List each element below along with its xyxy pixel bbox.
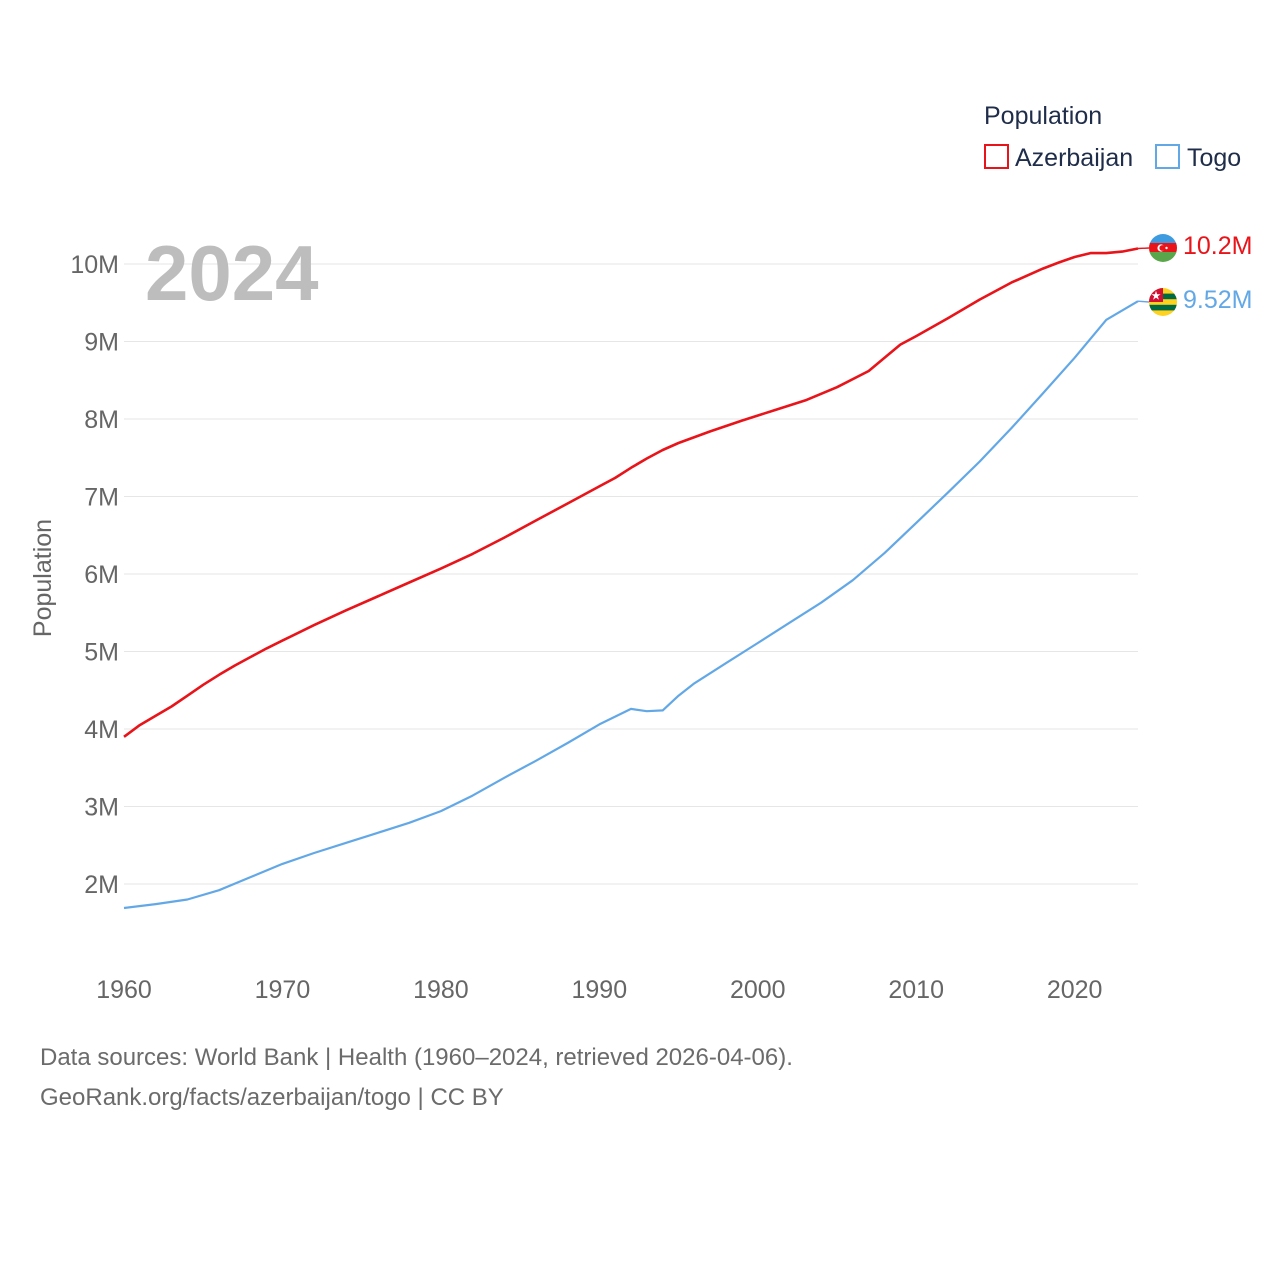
footer-source-link[interactable]: GeoRank.org/facts/azerbaijan/togo | CC B… (40, 1084, 504, 1111)
series-line-azerbaijan[interactable] (123, 247, 1139, 738)
legend-label-azerbaijan: Azerbaijan (1015, 144, 1133, 172)
y-tick-label: 4M (84, 716, 119, 744)
y-axis-ticks: 2M 3M 4M 5M 6M 7M 8M 9M 10M (70, 251, 119, 899)
y-tick-label: 3M (84, 794, 119, 822)
legend-swatch-azerbaijan (984, 144, 1009, 169)
y-tick-label: 7M (84, 484, 119, 512)
legend-item-azerbaijan[interactable]: Azerbaijan (984, 144, 1133, 172)
x-tick-label: 2010 (888, 976, 944, 1004)
x-tick-label: 1990 (572, 976, 628, 1004)
end-connector-azerbaijan (1137, 247, 1150, 250)
gridlines (124, 263, 1138, 885)
legend-label-togo: Togo (1187, 144, 1241, 172)
chart-title-year: 2024 (145, 229, 319, 317)
footer-data-sources: Data sources: World Bank | Health (1960–… (40, 1044, 793, 1071)
x-tick-label: 2000 (730, 976, 786, 1004)
y-axis-label: Population (29, 519, 57, 637)
legend-swatch-togo (1155, 144, 1180, 169)
series-lines (123, 247, 1150, 910)
y-tick-label: 2M (84, 871, 119, 899)
end-connector-togo (1137, 300, 1150, 303)
legend-item-togo[interactable]: Togo (1155, 144, 1241, 172)
y-tick-label: 8M (84, 406, 119, 434)
x-tick-label: 2020 (1047, 976, 1103, 1004)
series-line-togo[interactable] (123, 300, 1139, 910)
legend: Population Azerbaijan Togo (984, 102, 1241, 172)
y-tick-label: 5M (84, 639, 119, 667)
y-tick-label: 9M (84, 329, 119, 357)
x-tick-label: 1970 (255, 976, 311, 1004)
y-tick-label: 6M (84, 561, 119, 589)
end-label-togo: 9.52M (1183, 286, 1252, 314)
x-tick-label: 1980 (413, 976, 469, 1004)
legend-title: Population (984, 102, 1102, 130)
x-tick-label: 1960 (96, 976, 152, 1004)
population-line-chart: 2M 3M 4M 5M 6M 7M 8M 9M 10M 1960 1970 1980 1990 2000… (29, 102, 1252, 1004)
x-axis-ticks: 1960 1970 1980 1990 2000 2010 2020 (96, 976, 1102, 1004)
y-tick-label: 10M (70, 251, 119, 279)
togo-flag-icon (1149, 288, 1177, 316)
end-label-azerbaijan: 10.2M (1183, 232, 1252, 260)
azerbaijan-flag-icon (1149, 234, 1177, 262)
